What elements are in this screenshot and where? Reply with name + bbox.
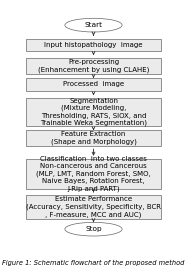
FancyBboxPatch shape xyxy=(26,130,161,146)
Text: Pre-processing
(Enhancement by using CLAHE): Pre-processing (Enhancement by using CLA… xyxy=(38,59,149,73)
Ellipse shape xyxy=(65,222,122,236)
Text: Segmentation
(Mixture Modeling,
Thresholding, RATS, SIOX, and
Trainable Weka Seg: Segmentation (Mixture Modeling, Threshol… xyxy=(40,98,147,126)
Text: Estimate Performance
(Accuracy, Sensitivity, Specificity, BCR
, F-measure, MCC a: Estimate Performance (Accuracy, Sensitiv… xyxy=(26,196,161,218)
FancyBboxPatch shape xyxy=(26,38,161,51)
Text: Input histopathology  image: Input histopathology image xyxy=(44,42,143,48)
FancyBboxPatch shape xyxy=(26,159,161,189)
Ellipse shape xyxy=(65,18,122,32)
FancyBboxPatch shape xyxy=(26,58,161,74)
Text: Start: Start xyxy=(85,22,102,28)
FancyBboxPatch shape xyxy=(26,98,161,126)
Text: Processed  image: Processed image xyxy=(63,81,124,87)
FancyBboxPatch shape xyxy=(26,195,161,219)
Text: Stop: Stop xyxy=(85,226,102,232)
Text: Classification  into two classes
Non-cancerous and Cancerous
(MLP, LMT, Random F: Classification into two classes Non-canc… xyxy=(36,156,151,192)
Text: Feature Extraction
(Shape and Morphology): Feature Extraction (Shape and Morphology… xyxy=(50,132,137,145)
FancyBboxPatch shape xyxy=(26,78,161,91)
Text: Figure 1: Schematic flowchart of the proposed method: Figure 1: Schematic flowchart of the pro… xyxy=(2,260,185,266)
